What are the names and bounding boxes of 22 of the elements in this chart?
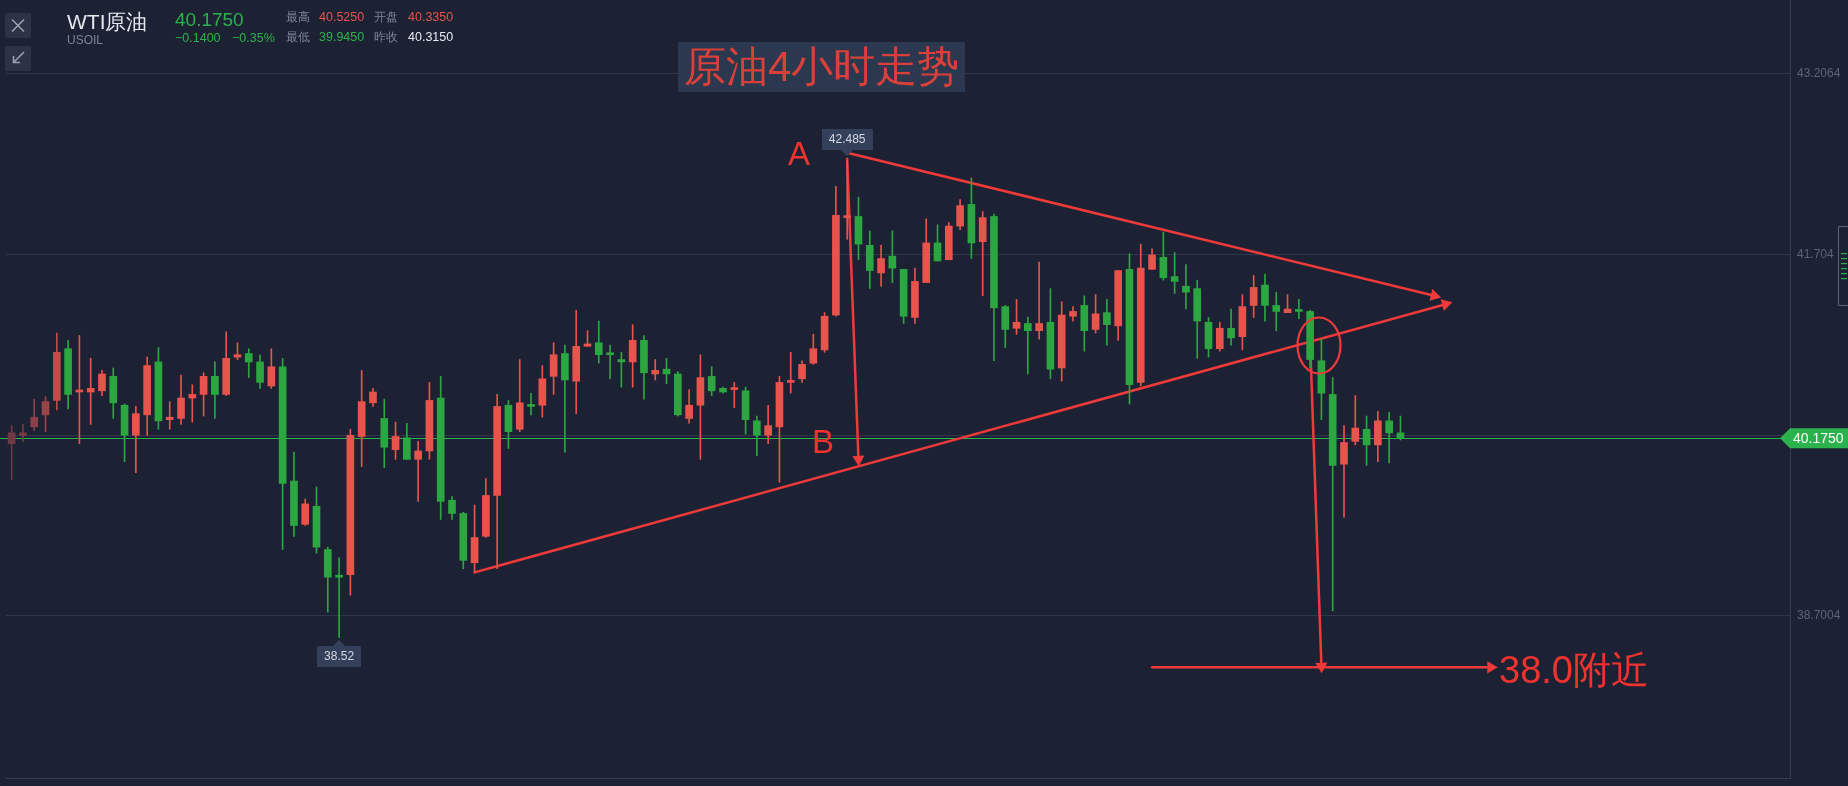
annotation: 40.1750 <box>175 9 244 31</box>
annotation: 40.3150 <box>408 30 454 45</box>
annotation: 昨收 <box>374 30 398 45</box>
annotation: 39.9450 <box>319 30 365 45</box>
annotation: −0.35% <box>232 31 275 46</box>
annotation: USOIL <box>67 33 104 48</box>
annotation: 42.485 <box>821 128 873 150</box>
annotation: 最低 <box>286 30 310 45</box>
annotation: −0.1400 <box>175 31 221 46</box>
annotation: 40.5250 <box>319 10 365 25</box>
annotation: 40.3350 <box>408 10 454 25</box>
y-tick-label: 38.7004 <box>1797 607 1841 622</box>
annotation: A <box>788 135 811 173</box>
annotation: 38.0附近 <box>1499 649 1649 692</box>
text: 原油4小时走势 <box>678 42 966 92</box>
annotation: WTI原油 <box>67 10 148 34</box>
annotation: 最高 <box>286 10 310 25</box>
ref-line-label: 40.1750 <box>1793 430 1844 447</box>
annotation: 开盘 <box>374 10 398 25</box>
y-tick-label: 41.704 <box>1797 246 1835 261</box>
annotation: 38.52 <box>317 646 362 668</box>
y-tick-label: 43.2064 <box>1797 66 1841 81</box>
